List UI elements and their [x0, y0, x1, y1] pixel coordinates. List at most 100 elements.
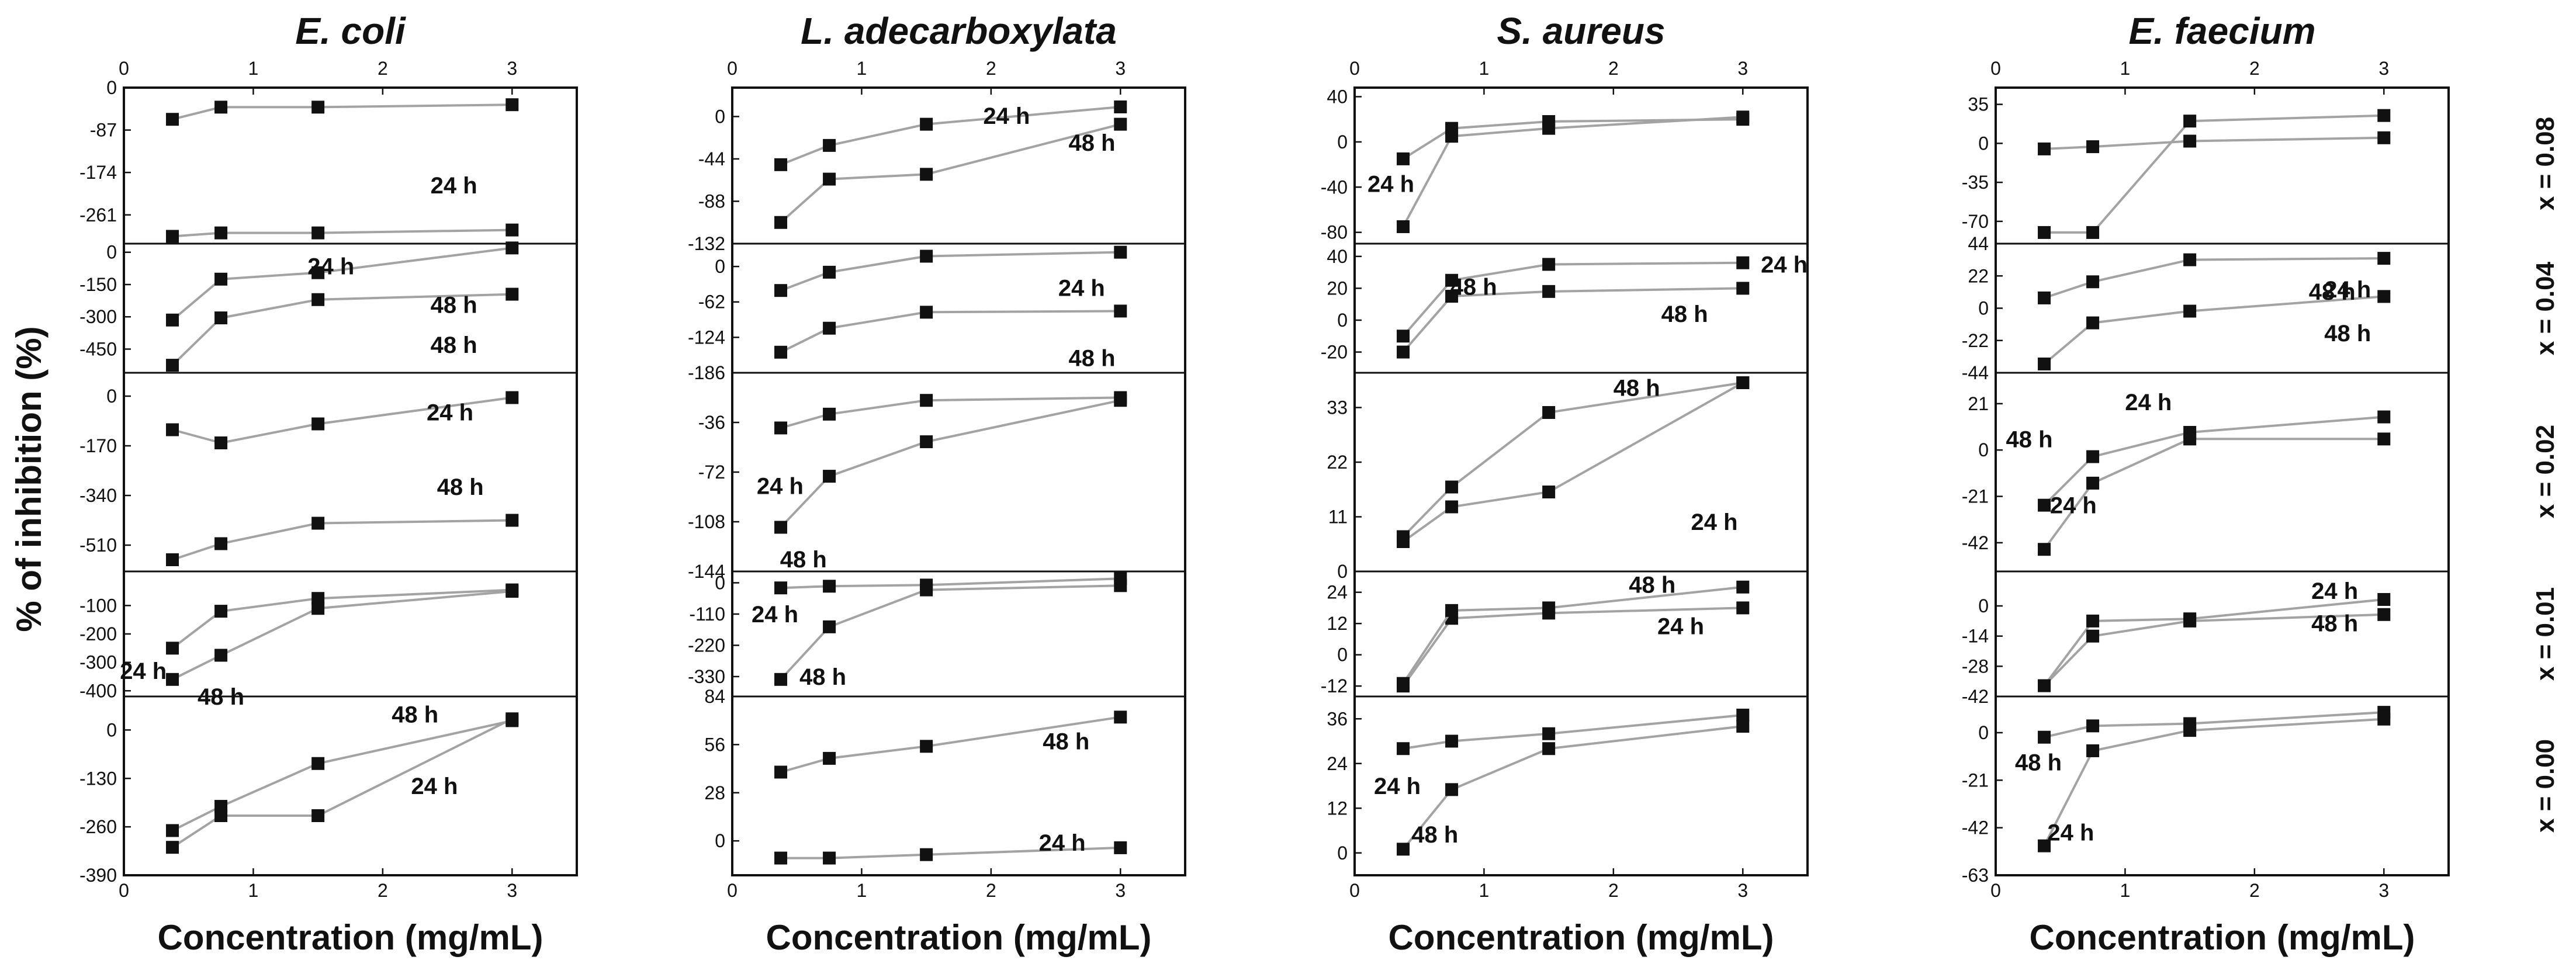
series-annotation-24-h: 24 h	[427, 400, 473, 426]
series-line-s-aureus-row3-24-h	[1402, 606, 1743, 687]
data-point-48-h	[1445, 480, 1459, 494]
series-annotation-48-h: 48 h	[799, 664, 846, 690]
series-annotation-24-h: 24 h	[1657, 614, 1704, 640]
y-tick-label: -42	[1962, 532, 1989, 553]
data-point-48-h	[311, 517, 325, 530]
data-point-24-h	[823, 138, 836, 152]
y-tick-label: -132	[688, 233, 725, 254]
series-annotation-24-h: 24 h	[2311, 578, 2358, 604]
series-annotation-24-h: 24 h	[1761, 252, 1808, 278]
x-tick-label-bottom: 2	[986, 880, 996, 901]
y-tick-label: -62	[698, 292, 725, 313]
y-tick-label: 40	[1327, 246, 1348, 267]
data-point-48-h	[1542, 742, 1556, 755]
x-tick-label-top: 0	[1349, 58, 1360, 79]
data-point-24-h	[166, 423, 179, 436]
series-line-s-aureus-row1-48-h	[1402, 287, 1743, 353]
data-point-24-h	[2038, 543, 2051, 556]
series-line-e-coli-row3-48-h	[172, 590, 513, 681]
series-annotation-24-h: 24 h	[1374, 774, 1421, 799]
series-line-l-adecarboxylata-row3-48-h	[780, 584, 1121, 681]
series-annotation-48-h: 48 h	[1614, 376, 1660, 401]
series-line-e-coli-row4-24-h	[172, 719, 513, 832]
data-point-24-h	[2377, 592, 2391, 606]
series-annotation-48-h: 48 h	[2324, 321, 2371, 346]
data-point-24-h	[1114, 100, 1127, 113]
data-point-48-h	[1445, 290, 1459, 303]
y-tick-label: -124	[688, 327, 725, 348]
data-point-48-h	[1445, 783, 1459, 796]
x-tick-label-bottom: 0	[727, 880, 738, 901]
series-annotation-24-h: 24 h	[2050, 493, 2097, 519]
data-point-24-h	[214, 272, 228, 286]
x-tick-label-bottom: 1	[2120, 880, 2131, 901]
y-tick-label: -108	[688, 511, 725, 532]
x-tick-label-top: 1	[857, 58, 867, 79]
data-point-24-h	[1397, 152, 1410, 165]
y-tick-label: -42	[1962, 686, 1989, 707]
y-tick-label: 22	[1327, 452, 1348, 473]
data-point-48-h	[823, 470, 836, 483]
x-axis-label: Concentration (mg/mL)	[1389, 918, 1774, 957]
y-tick-label: 56	[704, 734, 725, 755]
data-point-48-h	[920, 583, 933, 597]
x-tick-label-bottom: 3	[2378, 880, 2389, 901]
data-point-48-h	[1445, 604, 1459, 617]
y-tick-label: -100	[79, 595, 117, 616]
y-tick-label: -174	[79, 162, 117, 183]
data-point-24-h	[311, 100, 325, 114]
series-annotation-24-h: 24 h	[411, 774, 458, 799]
data-point-24-h	[823, 407, 836, 421]
y-tick-label: 0	[715, 256, 725, 277]
x-tick-label-top: 0	[119, 58, 129, 79]
data-point-48-h	[505, 223, 519, 237]
x-tick-label-top: 3	[1737, 58, 1748, 79]
y-tick-label: 0	[1978, 298, 1989, 319]
y-tick-label: -63	[1962, 865, 1989, 886]
data-point-48-h	[2183, 426, 2197, 439]
data-point-24-h	[1736, 256, 1750, 269]
series-line-e-coli-row2-24-h	[172, 396, 513, 445]
data-point-24-h	[774, 284, 788, 297]
series-annotation-24-h: 24 h	[2324, 277, 2371, 303]
y-tick-label: 0	[1978, 722, 1989, 743]
data-point-48-h	[2183, 717, 2197, 730]
series-annotation-48-h: 48 h	[198, 684, 244, 710]
data-point-24-h	[311, 417, 325, 431]
row-label-x-0.02: x = 0.02	[2531, 425, 2560, 518]
y-tick-label: 0	[715, 572, 725, 593]
x-tick-label-top: 2	[378, 58, 388, 79]
y-tick-label: 0	[106, 386, 117, 407]
data-point-48-h	[774, 216, 788, 229]
data-point-24-h	[1114, 245, 1127, 259]
series-annotation-24-h: 24 h	[1039, 830, 1086, 856]
y-tick-label: -300	[79, 652, 117, 673]
data-point-48-h	[166, 841, 179, 854]
y-tick-label: 33	[1327, 397, 1348, 418]
data-point-24-h	[2086, 476, 2100, 490]
series-annotation-24-h: 24 h	[1058, 275, 1105, 301]
data-point-24-h	[774, 421, 788, 435]
y-tick-label: -510	[79, 535, 117, 556]
data-point-24-h	[505, 98, 519, 112]
y-tick-label: -300	[79, 306, 117, 327]
data-point-48-h	[166, 359, 179, 372]
data-point-24-h	[505, 391, 519, 404]
data-point-48-h	[1542, 285, 1556, 298]
data-point-24-h	[920, 249, 933, 263]
data-point-48-h	[505, 514, 519, 527]
data-point-48-h	[2038, 730, 2051, 744]
series-annotation-48-h: 48 h	[1043, 729, 1089, 755]
data-point-48-h	[166, 230, 179, 243]
panel-title-e-faecium: E. faecium	[2128, 10, 2315, 52]
panel-frame-s-aureus	[1353, 86, 1809, 876]
x-tick-label-top: 1	[1479, 58, 1490, 79]
x-tick-label-bottom: 3	[507, 880, 517, 901]
data-point-48-h	[311, 809, 325, 822]
y-tick-label: -87	[90, 120, 117, 141]
x-tick-label-bottom: 2	[378, 880, 388, 901]
data-point-48-h	[1114, 710, 1127, 724]
data-point-24-h	[1736, 708, 1750, 722]
data-point-24-h	[2038, 839, 2051, 852]
series-line-e-faecium-row3-48-h	[2043, 613, 2384, 687]
